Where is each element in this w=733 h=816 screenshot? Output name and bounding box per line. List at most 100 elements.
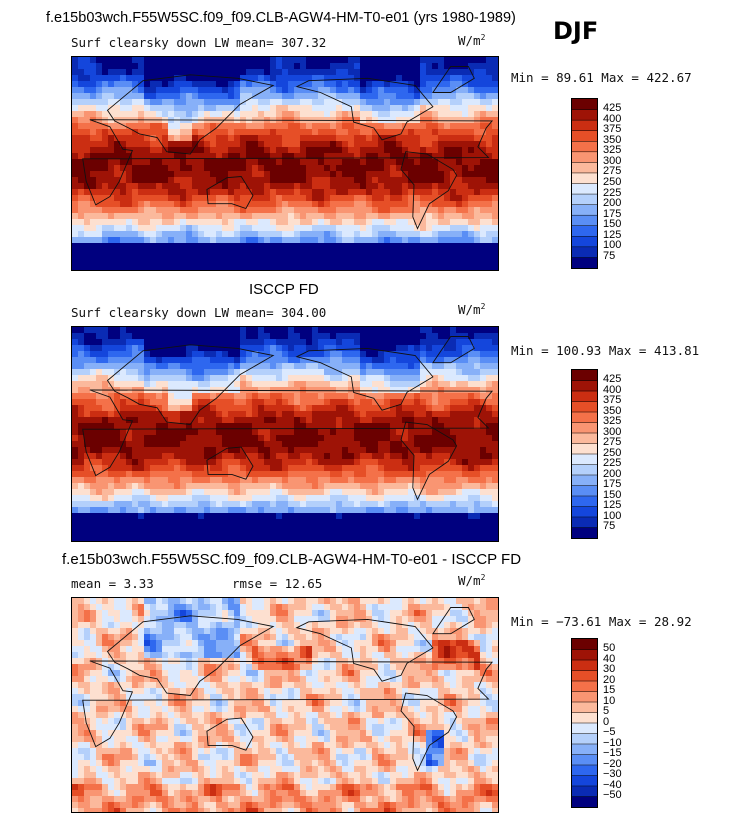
heatmap-cell — [210, 69, 217, 76]
colorbar-swatch — [572, 141, 597, 153]
heatmap-cell — [198, 261, 205, 268]
heatmap-cell — [408, 351, 415, 358]
heatmap-cell — [252, 435, 259, 442]
heatmap-cell — [480, 237, 487, 244]
heatmap-cell — [456, 111, 463, 118]
heatmap-cell — [432, 141, 439, 148]
heatmap-cell — [72, 141, 79, 148]
heatmap-cell — [258, 471, 265, 478]
heatmap-cell — [456, 345, 463, 352]
heatmap-cell — [288, 69, 295, 76]
heatmap-cell — [96, 363, 103, 370]
heatmap-cell — [366, 171, 373, 178]
heatmap-cell — [486, 207, 493, 214]
heatmap-cell — [240, 495, 247, 502]
heatmap-cell — [468, 519, 475, 526]
heatmap-cell — [342, 93, 349, 100]
heatmap-cell — [414, 453, 421, 460]
heatmap-cell — [276, 147, 283, 154]
heatmap-cell — [228, 99, 235, 106]
heatmap-cell — [156, 141, 163, 148]
heatmap-cell — [468, 501, 475, 508]
heatmap-cell — [336, 69, 343, 76]
heatmap-cell — [228, 219, 235, 226]
heatmap-cell — [492, 243, 498, 250]
heatmap-cell — [438, 105, 445, 112]
heatmap-cell — [264, 453, 271, 460]
heatmap-cell — [360, 471, 367, 478]
heatmap-cell — [150, 459, 157, 466]
heatmap-cell — [288, 171, 295, 178]
heatmap-cell — [330, 411, 337, 418]
heatmap-cell — [246, 405, 253, 412]
heatmap-cell — [72, 75, 79, 82]
heatmap-cell — [186, 171, 193, 178]
heatmap-cell — [468, 117, 475, 124]
heatmap-cell — [246, 255, 253, 262]
heatmap-cell — [252, 459, 259, 466]
heatmap-cell — [264, 267, 271, 270]
heatmap-cell — [360, 501, 367, 508]
heatmap-cell — [96, 381, 103, 388]
heatmap-cell — [438, 177, 445, 184]
heatmap-cell — [372, 345, 379, 352]
heatmap-cell — [312, 141, 319, 148]
heatmap-cell — [258, 201, 265, 208]
heatmap-cell — [258, 405, 265, 412]
coastline — [295, 77, 434, 141]
heatmap-cell — [246, 267, 253, 270]
heatmap-cell — [492, 507, 498, 514]
heatmap-cell — [342, 495, 349, 502]
heatmap-cell — [372, 261, 379, 268]
heatmap-cell — [444, 495, 451, 502]
heatmap-cell — [72, 483, 79, 490]
heatmap-cell — [264, 147, 271, 154]
heatmap-cell — [84, 141, 91, 148]
heatmap-cell — [468, 411, 475, 418]
heatmap-cell — [300, 405, 307, 412]
heatmap-cell — [486, 387, 493, 394]
heatmap-cell — [222, 165, 229, 172]
heatmap-cell — [156, 225, 163, 232]
heatmap-cell — [288, 471, 295, 478]
heatmap-cell — [372, 231, 379, 238]
heatmap-cell — [168, 375, 175, 382]
heatmap-cell — [168, 123, 175, 130]
heatmap-cell — [138, 351, 145, 358]
heatmap-cell — [348, 387, 355, 394]
heatmap-cell — [216, 369, 223, 376]
heatmap-cell — [276, 177, 283, 184]
heatmap-cell — [312, 489, 319, 496]
heatmap-cell — [192, 201, 199, 208]
heatmap-cell — [144, 213, 151, 220]
heatmap-cell — [114, 207, 121, 214]
heatmap-cell — [78, 261, 85, 268]
heatmap-cell — [366, 249, 373, 256]
heatmap-cell — [72, 375, 79, 382]
heatmap-cell — [432, 75, 439, 82]
heatmap-cell — [444, 513, 451, 520]
heatmap-cell — [276, 237, 283, 244]
heatmap-cell — [426, 117, 433, 124]
heatmap-cell — [222, 177, 229, 184]
heatmap-cell — [270, 57, 277, 64]
heatmap-cell — [246, 87, 253, 94]
heatmap-cell — [96, 357, 103, 364]
heatmap-cell — [168, 483, 175, 490]
heatmap-cell — [474, 483, 481, 490]
heatmap-cell — [354, 171, 361, 178]
heatmap-cell — [228, 93, 235, 100]
heatmap-cell — [78, 405, 85, 412]
heatmap-cell — [456, 519, 463, 526]
heatmap-cell — [300, 243, 307, 250]
heatmap-cell — [102, 105, 109, 112]
heatmap-cell — [90, 171, 97, 178]
heatmap-cell — [240, 75, 247, 82]
heatmap-cell — [90, 513, 97, 520]
heatmap-cell — [450, 69, 457, 76]
heatmap-cell — [120, 483, 127, 490]
heatmap-cell — [450, 519, 457, 526]
heatmap-cell — [270, 261, 277, 268]
heatmap-cell — [288, 435, 295, 442]
heatmap-cell — [150, 405, 157, 412]
